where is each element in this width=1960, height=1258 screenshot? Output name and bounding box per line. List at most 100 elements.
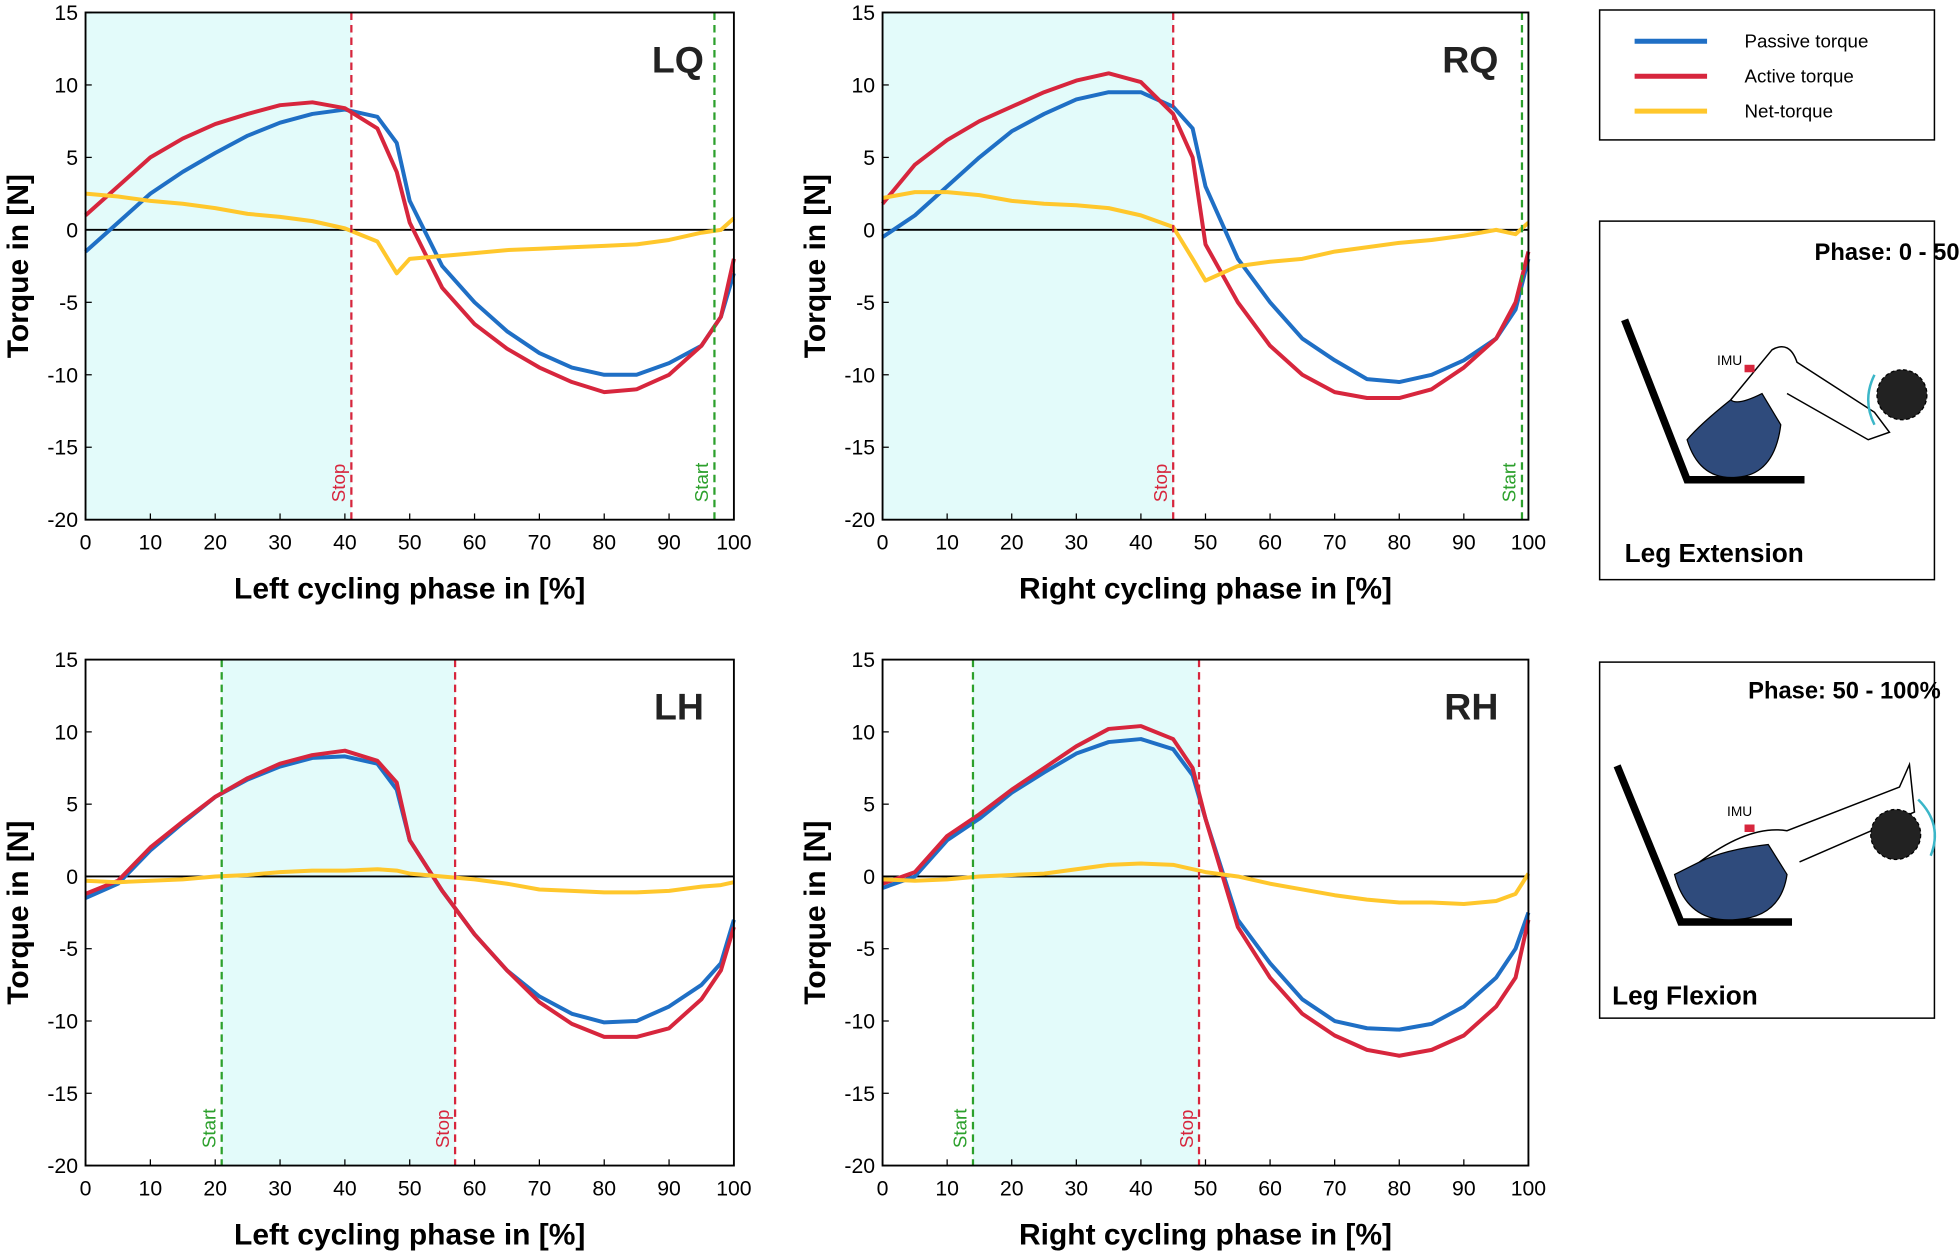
y-tick-label: 0 [66, 219, 78, 242]
phase-marker-label: Stop [328, 464, 349, 503]
y-tick-label: -10 [47, 364, 78, 387]
x-tick-label: 0 [80, 532, 92, 555]
x-tick-label: 50 [398, 1178, 422, 1201]
line-2: Net-torque [85, 191, 736, 276]
x-tick-label: 70 [528, 1178, 552, 1201]
x-tick-label: 50 [1194, 532, 1218, 555]
y-tick-label: 15 [851, 2, 875, 25]
x-tick-label: 20 [1000, 1178, 1024, 1201]
y-axis-title: Torque in [N] [799, 820, 832, 1004]
x-tick-label: 30 [268, 532, 292, 555]
y-tick-label: -20 [47, 1155, 78, 1178]
y-tick-label: 5 [66, 794, 78, 817]
y-tick-label: -5 [856, 938, 875, 961]
seat [1613, 764, 1793, 926]
thigh [1686, 392, 1782, 479]
x-tick-label: 40 [1129, 1178, 1153, 1201]
y-tick-label: 5 [66, 147, 78, 170]
panel-caption: Leg Extension [1625, 538, 1804, 568]
x-tick-label: 100 [716, 532, 751, 555]
imu [1744, 824, 1755, 833]
x-tick-label: 40 [333, 532, 357, 555]
y-tick-label: 0 [863, 219, 875, 242]
extension-panel: Phase: 0 - 50% Leg Extension IMU [1598, 220, 1960, 581]
seat [1621, 318, 1805, 484]
shaded-phase [85, 12, 352, 520]
y-axis-title: Torque in [N] [2, 174, 35, 358]
line-1: Active torque [84, 100, 736, 395]
y-tick-label: -20 [844, 509, 875, 532]
panel-caption: Leg Flexion [1612, 980, 1758, 1010]
x-tick-label: 0 [80, 1178, 92, 1201]
line-1: Active torque [84, 748, 736, 1039]
y-tick-label: 5 [863, 147, 875, 170]
x-tick-label: 80 [592, 532, 616, 555]
shaded-phase [882, 12, 1174, 520]
x-tick-label: 100 [716, 1178, 751, 1201]
x-tick-label: 70 [1323, 532, 1347, 555]
phase-marker-label: Start [691, 462, 712, 502]
x-tick-label: 20 [203, 532, 227, 555]
arrow [1917, 798, 1937, 857]
y-tick-label: -5 [856, 292, 875, 315]
x-tick-label: 0 [877, 1178, 889, 1201]
flexion-panel: Phase: 50 - 100% Leg Flexion IMU [1598, 661, 1941, 1019]
shaded-phase [221, 659, 456, 1166]
phase-marker-label: Stop [1150, 464, 1171, 503]
imu-label: IMU [1717, 353, 1742, 368]
leg [1699, 761, 1916, 863]
thigh [1673, 843, 1788, 921]
y-tick-label: 15 [54, 2, 78, 25]
line-1: Active torque [881, 724, 1531, 1058]
panel-title: LH [654, 686, 704, 728]
x-tick-label: 80 [1387, 1178, 1411, 1201]
x-tick-label: 0 [877, 532, 889, 555]
imu [1744, 364, 1755, 373]
x-tick-label: 90 [1452, 1178, 1476, 1201]
x-tick-label: 50 [1194, 1178, 1218, 1201]
y-tick-label: 0 [66, 866, 78, 889]
x-tick-label: 90 [657, 1178, 681, 1201]
x-axis-title: Left cycling phase in [%] [234, 1218, 585, 1251]
phase-marker-label: Start [950, 1108, 971, 1148]
y-tick-label: -10 [844, 364, 875, 387]
x-tick-label: 10 [935, 1178, 959, 1201]
x-tick-label: 80 [1387, 532, 1411, 555]
panel-phase: Phase: 0 - 50% [1815, 240, 1960, 266]
x-tick-label: 30 [1065, 1178, 1089, 1201]
y-tick-label: 10 [851, 74, 875, 97]
y-tick-label: 10 [851, 721, 875, 744]
x-tick-label: 20 [1000, 532, 1024, 555]
y-tick-label: 10 [54, 74, 78, 97]
y-tick-label: 15 [54, 649, 78, 672]
phase-marker-label: Start [198, 1108, 219, 1148]
y-tick-label: -15 [844, 1083, 875, 1106]
y-tick-label: -20 [47, 509, 78, 532]
x-tick-label: 90 [1452, 532, 1476, 555]
line-1: Active torque [881, 71, 1531, 401]
panel-title: RH [1444, 686, 1498, 728]
panel-phase: Phase: 50 - 100% [1748, 678, 1941, 704]
x-tick-label: 60 [463, 1178, 487, 1201]
arrow [1866, 374, 1876, 426]
line-0: Passive torque [881, 90, 1531, 385]
y-tick-label: -5 [59, 292, 78, 315]
x-tick-label: 60 [1258, 1178, 1282, 1201]
line-2: Net-torque [882, 861, 1531, 906]
y-tick-label: -10 [844, 1010, 875, 1033]
x-tick-label: 30 [1065, 532, 1089, 555]
imu-label: IMU [1727, 804, 1752, 819]
legend-label: Passive torque [1745, 30, 1869, 51]
x-tick-label: 70 [1323, 1178, 1347, 1201]
x-tick-label: 10 [935, 532, 959, 555]
x-tick-label: 20 [203, 1178, 227, 1201]
y-tick-label: -20 [844, 1155, 875, 1178]
y-tick-label: -15 [47, 1083, 78, 1106]
crank [1870, 808, 1922, 861]
x-axis-title: Right cycling phase in [%] [1019, 1218, 1392, 1251]
y-tick-label: -15 [844, 437, 875, 460]
x-tick-label: 90 [657, 532, 681, 555]
y-tick-label: -5 [59, 938, 78, 961]
x-tick-label: 40 [1129, 532, 1153, 555]
